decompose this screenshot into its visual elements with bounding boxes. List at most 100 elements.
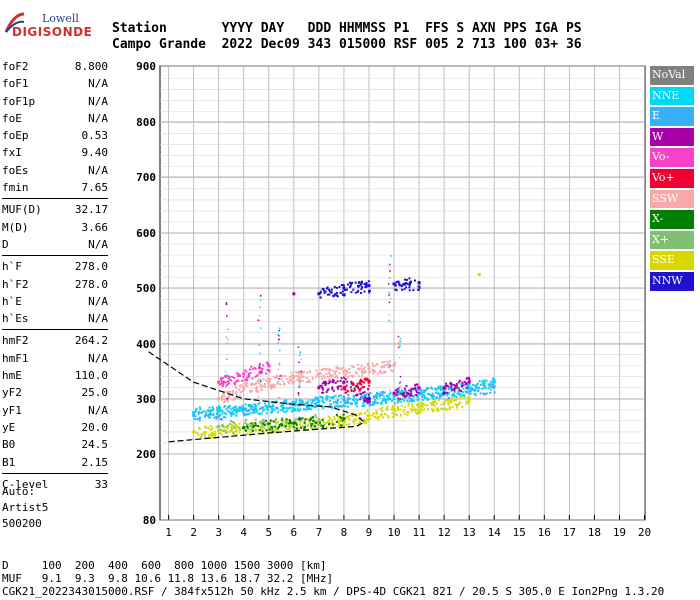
echo-point <box>354 385 357 388</box>
echo-point <box>251 409 254 412</box>
param-row: yF1 N/A <box>0 402 110 419</box>
echo-point <box>417 410 420 413</box>
echo-point <box>200 434 203 437</box>
echo-point <box>465 391 468 394</box>
legend-item-w: W <box>650 127 694 147</box>
echo-point <box>451 394 454 397</box>
echo-point <box>419 411 422 414</box>
echo-point <box>332 389 335 392</box>
echo-point <box>444 407 447 410</box>
echo-point <box>324 290 327 293</box>
echo-point <box>413 408 416 411</box>
echo-point <box>313 405 316 408</box>
echo-point <box>332 401 335 404</box>
echo-point <box>418 388 421 391</box>
echo-point <box>397 346 400 349</box>
echo-point <box>258 314 261 317</box>
echo-point <box>336 401 339 404</box>
echo-point <box>484 387 487 390</box>
echo-point <box>225 412 228 415</box>
echo-point <box>265 379 268 382</box>
echo-point <box>346 376 349 379</box>
echo-point <box>248 412 251 415</box>
echo-point <box>363 290 366 293</box>
echo-point <box>416 412 419 415</box>
echo-point <box>314 405 317 408</box>
echo-point <box>349 386 352 389</box>
echo-point <box>399 375 402 378</box>
echo-point <box>198 419 201 422</box>
echo-point <box>321 288 324 291</box>
echo-point <box>485 379 488 382</box>
echo-point <box>407 403 410 406</box>
echo-point <box>223 375 226 378</box>
echo-point <box>215 417 218 420</box>
echo-point <box>380 412 383 415</box>
data-point <box>192 430 196 434</box>
echo-point <box>322 388 325 391</box>
echo-point <box>229 419 232 422</box>
echo-point <box>410 390 413 393</box>
echo-point <box>254 405 257 408</box>
echo-point <box>307 424 310 427</box>
echo-point <box>309 381 312 384</box>
echo-point <box>270 387 273 390</box>
echo-point <box>403 399 406 402</box>
echo-point <box>363 420 366 423</box>
echo-point <box>456 392 459 395</box>
echo-point <box>277 426 280 429</box>
echo-point <box>346 399 349 402</box>
series-vominus <box>217 361 271 387</box>
param-row: yF2 25.0 <box>0 384 110 401</box>
echo-point <box>314 414 317 417</box>
echo-point <box>478 380 481 383</box>
echo-point <box>493 379 496 382</box>
echo-point <box>363 397 366 400</box>
echo-point <box>259 319 261 322</box>
echo-point <box>350 291 353 294</box>
echo-point <box>387 366 390 368</box>
echo-point <box>225 375 228 378</box>
data-point <box>217 380 221 384</box>
echo-point <box>440 392 443 395</box>
echo-point <box>267 403 270 406</box>
echo-point <box>238 428 241 431</box>
echo-point <box>343 293 346 296</box>
echo-point <box>261 430 264 433</box>
echo-point <box>338 367 341 370</box>
echo-point <box>298 376 301 379</box>
echo-point <box>299 423 302 426</box>
echo-point <box>252 411 255 414</box>
echo-point <box>297 373 300 375</box>
echo-point <box>293 409 296 412</box>
data-point <box>242 386 246 390</box>
echo-point <box>320 368 323 371</box>
echo-point <box>420 388 423 391</box>
echo-point <box>260 371 262 374</box>
echo-point <box>360 371 363 374</box>
echo-point <box>410 410 413 413</box>
echo-point <box>453 399 456 402</box>
param-value: N/A <box>88 77 108 91</box>
echo-point <box>454 387 457 390</box>
echo-point <box>360 412 363 415</box>
data-point <box>217 424 221 428</box>
echo-point <box>278 423 281 426</box>
echo-point <box>459 394 462 397</box>
echo-point <box>230 425 233 428</box>
echo-point <box>300 379 302 382</box>
echo-point <box>493 391 496 394</box>
x-tick-label: 13 <box>463 526 476 539</box>
echo-point <box>280 377 283 380</box>
echo-point <box>288 382 291 385</box>
echo-point <box>199 435 202 438</box>
echo-point <box>282 403 285 406</box>
echo-point <box>411 403 414 406</box>
echo-point <box>335 405 338 408</box>
echo-point <box>223 416 226 419</box>
echo-point <box>387 362 390 365</box>
echo-point <box>422 391 425 394</box>
echo-point <box>335 366 338 369</box>
echo-point <box>285 399 288 402</box>
echo-point <box>437 391 440 394</box>
